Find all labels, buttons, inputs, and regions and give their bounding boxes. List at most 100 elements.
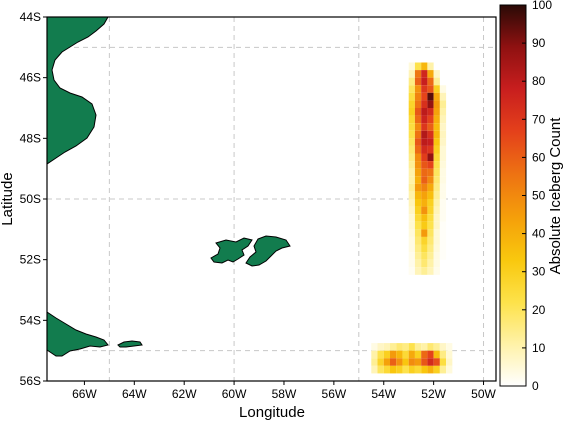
heatmap-cell [415,146,421,154]
heatmap-cell [415,260,421,268]
heatmap-cell [409,351,415,359]
heatmap-cell [421,260,427,268]
heatmap-cell [415,199,421,207]
heatmap-cell [409,252,415,260]
heatmap-cell [415,78,421,86]
x-tick-label: 62W [172,387,197,401]
colorbar-tick-label: 60 [532,150,546,164]
heatmap-cell [415,191,421,199]
x-axis: 66W 64W 62W 60W 58W 56W 54W 52W 50W [72,381,496,401]
heatmap-cell [415,214,421,222]
heatmap-cell [440,343,446,351]
heatmap-cell [415,237,421,245]
heatmap-cell [421,161,427,169]
heatmap-cell [409,85,415,93]
heatmap-cell [440,184,446,192]
heatmap-cell [440,123,446,131]
heatmap-cell [421,108,427,116]
heatmap-cell [409,169,415,177]
x-tick-label: 54W [371,387,396,401]
heatmap-cell [384,351,390,359]
heatmap-cell [421,93,427,101]
heatmap-cell [409,108,415,116]
y-axis: 44S46S48S50S52S54S56S [20,10,47,388]
colorbar-tick-label: 50 [532,189,546,203]
heatmap-cell [440,116,446,124]
heatmap-cell [440,161,446,169]
heatmap-cell [371,366,377,374]
heatmap-cell [434,351,440,359]
heatmap-cell [440,93,446,101]
heatmap-cell [421,245,427,253]
heatmap-cell [421,85,427,93]
heatmap-cell [440,146,446,154]
y-tick-label: 54S [20,313,41,327]
heatmap-cell [402,358,408,366]
heatmap-cell [409,131,415,139]
heatmap-cell [415,70,421,78]
heatmap-cell [427,351,433,359]
heatmap-cell [402,351,408,359]
heatmap-cell [409,222,415,230]
heatmap-cell [409,123,415,131]
heatmap-cell [434,154,440,162]
heatmap-cell [427,78,433,86]
x-tick-label: 58W [272,387,297,401]
heatmap-cell [434,252,440,260]
heatmap-cell [434,85,440,93]
heatmap-cell [415,343,421,351]
heatmap-cell [384,343,390,351]
colorbar-tick-label: 70 [532,112,546,126]
heatmap-cell [415,222,421,230]
heatmap-cell [434,358,440,366]
heatmap-cell [427,229,433,237]
heatmap-cell [409,138,415,146]
heatmap-cell [371,351,377,359]
heatmap-cell [440,358,446,366]
colorbar-tick-label: 90 [532,36,546,50]
y-tick-label: 46S [20,71,41,85]
heatmap-cell [415,100,421,108]
heatmap-cell [440,366,446,374]
heatmap-cell [421,252,427,260]
heatmap-cell [427,366,433,374]
heatmap-cell [415,138,421,146]
heatmap-cell [421,78,427,86]
y-tick-label: 50S [20,192,41,206]
heatmap-cell [415,169,421,177]
heatmap-cell [409,343,415,351]
heatmap-cell [421,63,427,71]
heatmap-cell [427,237,433,245]
heatmap-cell [434,70,440,78]
heatmap-cell [421,358,427,366]
heatmap-cell [409,63,415,71]
heatmap-cell [378,358,384,366]
heatmap-cell [427,252,433,260]
heatmap-cell [434,237,440,245]
heatmap-cell [409,214,415,222]
colorbar-tick-label: 40 [532,227,546,241]
heatmap-cell [409,116,415,124]
heatmap-cell [427,199,433,207]
heatmap-cell [440,138,446,146]
heatmap-cell [446,351,452,359]
heatmap-cell [421,116,427,124]
heatmap-cell [409,70,415,78]
heatmap-cell [415,351,421,359]
heatmap-cell [421,343,427,351]
x-tick-label: 50W [471,387,496,401]
heatmap-cell [427,343,433,351]
heatmap-cell [427,154,433,162]
x-tick-label: 60W [222,387,247,401]
heatmap-cell [440,229,446,237]
heatmap-cell [434,229,440,237]
heatmap-cell [415,252,421,260]
y-tick-label: 48S [20,131,41,145]
heatmap-cell [421,199,427,207]
heatmap-cell [421,138,427,146]
heatmap-cell [396,358,402,366]
heatmap-cell [434,169,440,177]
heatmap-cell [440,351,446,359]
x-tick-label: 64W [122,387,147,401]
